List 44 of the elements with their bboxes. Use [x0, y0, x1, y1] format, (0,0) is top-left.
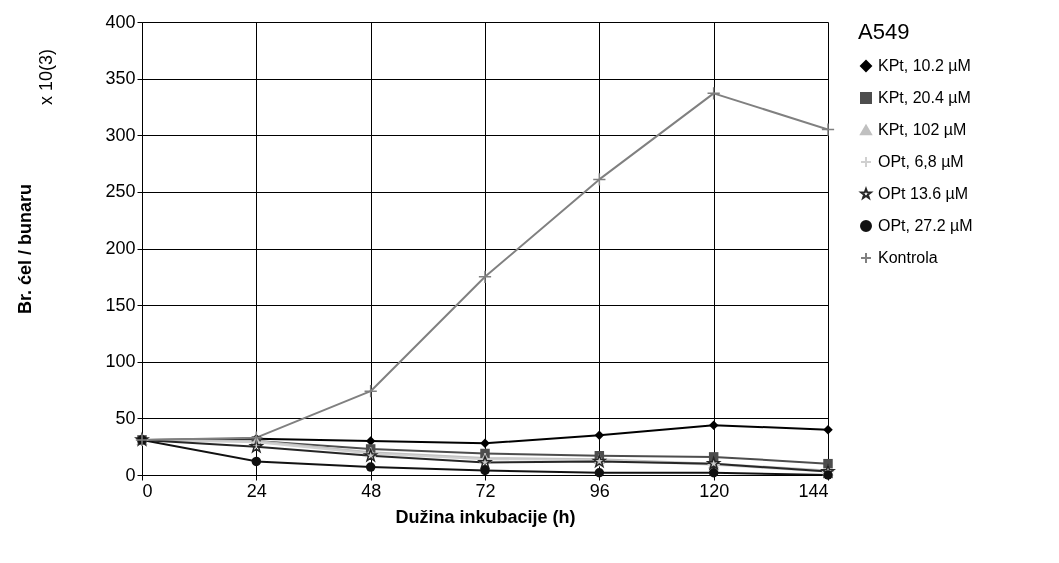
point — [592, 172, 607, 187]
point — [365, 436, 376, 446]
legend-label: KPt, 20.4 µM — [878, 89, 971, 106]
x-tick-label: 120 — [699, 480, 730, 501]
point — [249, 439, 263, 453]
point — [365, 462, 376, 472]
y-tick-label: 50 — [115, 407, 136, 428]
point — [478, 269, 492, 284]
y-tick-label: 150 — [105, 294, 136, 315]
y-tick-label: 250 — [105, 181, 136, 202]
y-tick-label: 200 — [105, 238, 136, 258]
legend-title: A549 — [858, 19, 910, 44]
point — [708, 420, 719, 430]
x-tick-label: 0 — [142, 480, 153, 501]
x-tick-label: 72 — [475, 480, 496, 501]
x-tick-label: 48 — [361, 480, 382, 501]
point — [480, 438, 490, 449]
legend-label: OPt 13.6 µM — [878, 185, 969, 202]
text: x 10(3) — [36, 48, 56, 106]
point — [480, 465, 490, 476]
point — [249, 430, 264, 445]
legend-label: KPt, 10.2 µM — [878, 57, 971, 74]
legend-label: OPt, 27.2 µM — [878, 217, 973, 234]
y-tick-label: 300 — [105, 124, 136, 145]
point — [594, 430, 605, 441]
legend-label: OPt, 6,8 µM — [878, 153, 964, 170]
y-tick-label: 400 — [105, 11, 136, 32]
point — [823, 424, 833, 435]
point — [251, 456, 262, 467]
point — [708, 468, 719, 478]
x-tick-label: 24 — [246, 480, 267, 501]
x-axis-title: Dužina inkubacije (h) — [395, 506, 576, 527]
point — [821, 122, 835, 137]
point — [706, 86, 721, 101]
y-tick-label: 0 — [125, 464, 136, 485]
point — [594, 468, 605, 478]
y-axis-title: Br. ćel / bunaru — [15, 183, 36, 315]
y-tick-label: 350 — [105, 68, 136, 89]
x-tick-label: 96 — [589, 480, 610, 501]
legend-label: Kontrola — [878, 249, 938, 266]
point — [363, 384, 378, 399]
x-tick-label: 144 — [798, 480, 829, 501]
y-tick-label: 100 — [105, 351, 136, 372]
legend-label: KPt, 102 µM — [878, 121, 967, 138]
